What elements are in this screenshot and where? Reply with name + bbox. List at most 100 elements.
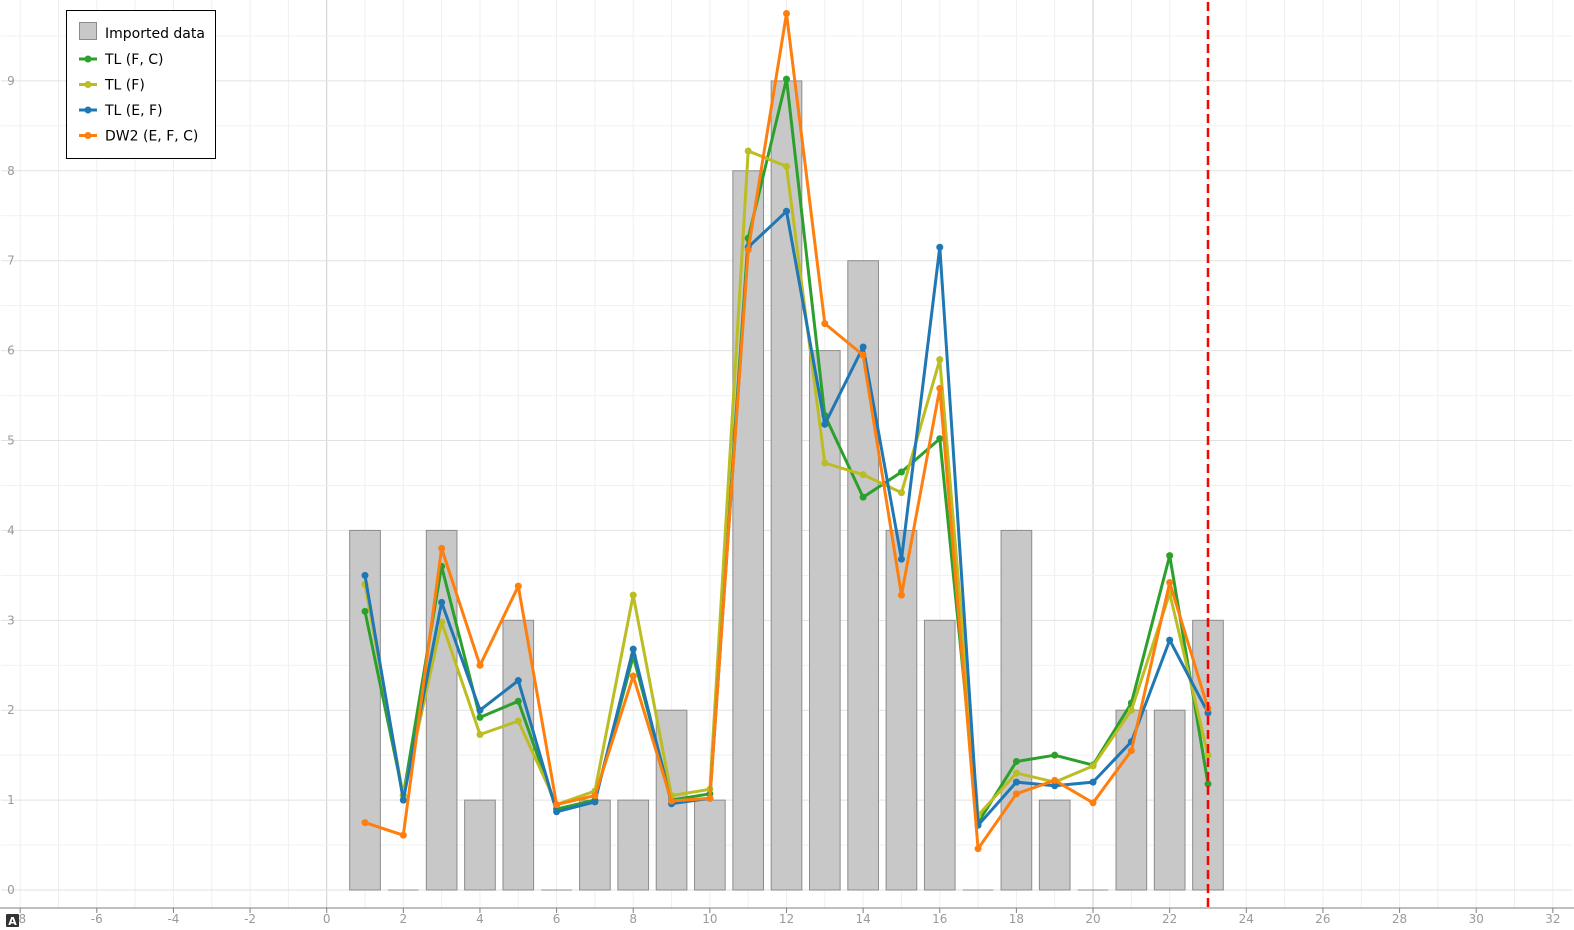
series-point: [438, 544, 446, 552]
bar: [1153, 709, 1186, 891]
series-point: [438, 618, 446, 626]
series-point: [1166, 552, 1174, 560]
x-axis: -8 -6 -4 -2 0 2 4 6 8 10 12 14 16 18 20 22 24 26 28 30 32: [0, 907, 1574, 926]
series-point: [476, 706, 484, 714]
series-point: [859, 493, 867, 501]
bar: [885, 529, 918, 891]
series-point: [1012, 757, 1020, 765]
series-point: [361, 571, 369, 579]
series-point: [936, 243, 944, 251]
x-tick-label: -6: [91, 912, 103, 926]
bar: [770, 80, 803, 891]
legend-label: TL (F): [104, 78, 145, 94]
bar: [502, 619, 535, 891]
x-tick-label: 32: [1545, 912, 1560, 926]
y-tick-label: 9: [7, 74, 15, 88]
x-tick-label: 14: [855, 912, 870, 926]
series-lines: [361, 9, 1212, 853]
legend-swatch-bar: [79, 22, 97, 40]
y-tick-label: 2: [7, 703, 15, 717]
x-tick-label: 24: [1239, 912, 1254, 926]
series-point: [1166, 636, 1174, 644]
legend-label: TL (F, C): [104, 52, 163, 68]
series-point: [361, 607, 369, 615]
series-point: [1166, 579, 1174, 587]
legend-label: TL (E, F): [104, 103, 163, 119]
legend: Imported data TL (F, C) TL (F) TL (E, F) DW2…: [66, 10, 216, 159]
series-point: [629, 591, 637, 599]
x-tick-label: 4: [476, 912, 484, 926]
x-tick-label: 18: [1009, 912, 1024, 926]
y-tick-label: 0: [7, 883, 15, 897]
bar: [1115, 709, 1148, 891]
y-tick-label: 4: [7, 523, 15, 537]
series-point: [821, 320, 829, 328]
legend-swatch-point: [84, 132, 92, 139]
series-point: [1089, 799, 1097, 807]
y-tick-label: 5: [7, 434, 15, 448]
series-point: [629, 645, 637, 653]
series-point: [744, 147, 752, 155]
series-point: [668, 797, 676, 805]
x-tick-label: 16: [932, 912, 947, 926]
series-point: [936, 356, 944, 364]
legend-label: Imported data: [105, 26, 205, 42]
bar: [808, 350, 841, 891]
x-tick-label: 2: [400, 912, 408, 926]
legend-swatch-point: [84, 55, 92, 63]
series-point: [1051, 751, 1059, 759]
series-point: [591, 792, 599, 800]
series-point: [361, 819, 369, 827]
legend-swatch-point: [84, 81, 92, 88]
x-tick-label: 12: [779, 912, 794, 926]
bar: [349, 529, 381, 891]
series-point: [744, 246, 752, 254]
series-point: [897, 555, 905, 563]
x-tick-label: -8: [14, 912, 26, 926]
series-point: [476, 713, 484, 721]
x-tick-label: 30: [1469, 912, 1484, 926]
x-tick-label: 26: [1315, 912, 1330, 926]
series-point: [514, 582, 522, 590]
series-point: [783, 207, 790, 215]
y-tick-label: 3: [7, 613, 15, 627]
series-point: [1127, 747, 1135, 755]
bar: [1038, 799, 1071, 891]
series-point: [399, 796, 407, 804]
bar: [732, 170, 765, 891]
x-tick-label: 8: [629, 912, 637, 926]
bar: [923, 619, 956, 891]
series-point: [514, 697, 522, 705]
series-point: [783, 75, 790, 83]
series-point: [438, 598, 446, 606]
series-point: [1051, 776, 1059, 784]
series-point: [936, 384, 944, 392]
series-point: [629, 672, 637, 680]
series-point: [859, 351, 867, 359]
series-point: [936, 435, 944, 443]
x-tick-label: 6: [553, 912, 561, 926]
y-tick-label: 1: [7, 793, 15, 807]
series-point: [476, 730, 484, 738]
series-point: [1127, 706, 1135, 714]
series-point: [974, 845, 982, 853]
series-point: [859, 343, 867, 351]
series-point: [859, 471, 867, 479]
series-point: [706, 794, 714, 802]
series-point: [1051, 782, 1059, 790]
y-axis: 0 1 2 3 4 5 6 7 8 9: [7, 74, 15, 897]
series-point: [1089, 778, 1097, 786]
series-point: [1089, 762, 1097, 770]
y-tick-label: 6: [7, 344, 15, 358]
series-point: [1012, 778, 1020, 786]
bar: [464, 799, 496, 891]
auto-scale-icon[interactable]: A: [6, 914, 19, 928]
series-point: [897, 591, 905, 599]
series-point: [1012, 790, 1020, 798]
auto-scale-icon-box: [6, 914, 19, 927]
bar: [617, 799, 650, 891]
series-point: [897, 468, 905, 476]
x-tick-label: 28: [1392, 912, 1407, 926]
legend-swatch-point: [84, 106, 92, 114]
